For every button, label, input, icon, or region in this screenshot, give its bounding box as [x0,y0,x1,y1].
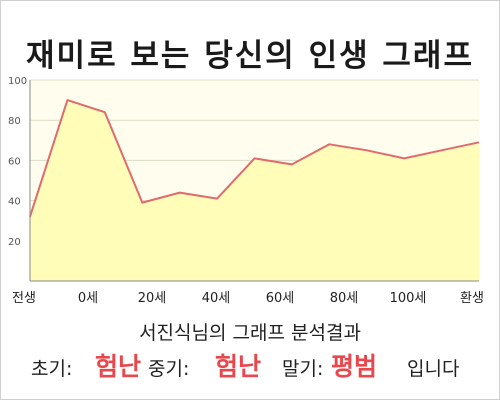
x-tick-label: 0세 [78,291,98,306]
early-label: 초기: [31,358,73,380]
y-axis-ticks: 20 40 60 80 100 [8,76,27,248]
x-tick-label: 전생 [12,291,36,306]
y-tick-label: 100 [8,76,27,87]
middle-label: 중기: [148,358,190,380]
x-tick-label: 60세 [266,291,295,306]
x-tick-label: 80세 [330,291,359,306]
x-axis-ticks: 전생 0세 20세 40세 60세 80세 100세 환생 [12,291,484,306]
middle-value: 험난 [215,352,262,381]
early-value: 험난 [95,352,142,381]
x-tick-label: 환생 [460,291,484,306]
page-title: 재미로 보는 당신의 인생 그래프 [26,38,474,74]
x-tick-label: 100세 [390,291,427,306]
result-suffix: 입니다 [407,358,460,380]
late-value: 평범 [331,352,378,381]
result-summary: 초기: 험난 중기: 험난 말기: 평범 입니다 [0,345,500,385]
result-subtitle: 서진식님의 그래프 분석결과 [139,322,361,344]
x-tick-label: 40세 [202,291,231,306]
y-tick-label: 60 [8,156,21,167]
series-line [29,99,480,218]
late-label: 말기: [282,358,324,380]
series-area [30,100,479,281]
x-tick-label: 20세 [138,291,167,306]
y-tick-label: 80 [8,116,21,127]
y-tick-label: 40 [8,197,21,208]
y-tick-label: 20 [8,237,21,248]
